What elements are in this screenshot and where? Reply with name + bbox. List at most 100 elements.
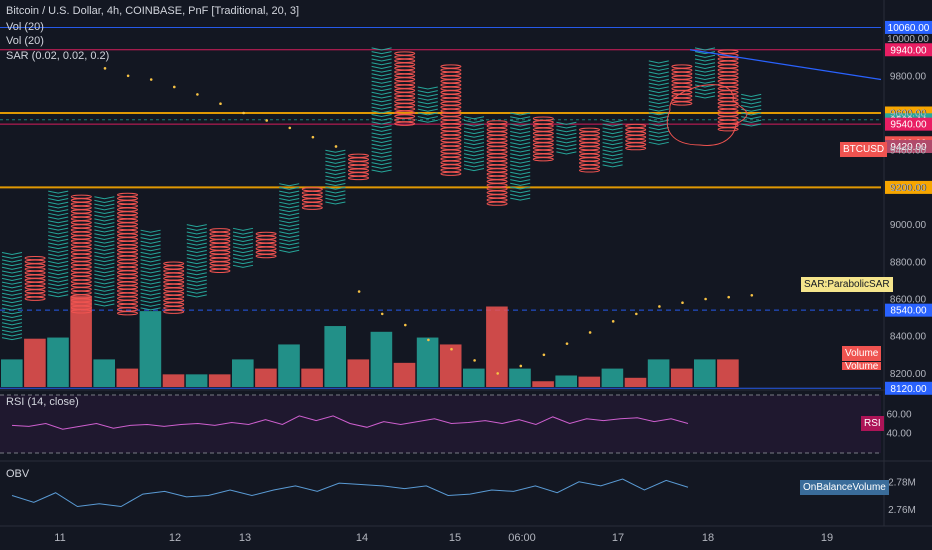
x-mark bbox=[48, 294, 69, 298]
volume-bar bbox=[70, 296, 92, 387]
x-mark bbox=[463, 164, 485, 168]
o-mark bbox=[671, 93, 693, 99]
x-column bbox=[325, 149, 346, 205]
x-mark bbox=[325, 190, 346, 194]
o-mark bbox=[486, 201, 508, 206]
x-mark bbox=[1, 300, 23, 304]
x-mark bbox=[279, 212, 300, 216]
sar-dot bbox=[196, 93, 199, 96]
o-mark bbox=[394, 66, 416, 71]
x-mark bbox=[463, 142, 485, 146]
x-mark bbox=[648, 141, 669, 145]
x-mark bbox=[648, 104, 669, 108]
x-mark bbox=[94, 229, 115, 233]
o-mark bbox=[440, 134, 462, 139]
o-column bbox=[24, 255, 46, 301]
x-mark bbox=[417, 93, 438, 97]
x-mark bbox=[186, 290, 207, 294]
x-mark bbox=[648, 78, 669, 82]
price-label-bg bbox=[885, 139, 932, 153]
price-label-bg bbox=[885, 180, 932, 194]
x-mark bbox=[140, 288, 161, 292]
x-mark bbox=[417, 108, 438, 112]
x-mark bbox=[648, 97, 669, 101]
volume-bar bbox=[624, 377, 647, 387]
x-mark bbox=[279, 190, 300, 194]
o-column bbox=[440, 64, 462, 176]
x-mark bbox=[94, 236, 115, 240]
price-tick-label: 8800.00 bbox=[890, 257, 927, 268]
x-mark bbox=[694, 80, 716, 84]
x-mark bbox=[694, 54, 716, 58]
x-mark bbox=[371, 73, 392, 77]
x-mark bbox=[186, 287, 207, 291]
x-mark bbox=[648, 101, 669, 105]
x-mark bbox=[602, 131, 623, 135]
o-mark bbox=[209, 268, 231, 273]
sar-dot bbox=[427, 338, 430, 342]
x-mark bbox=[279, 216, 300, 220]
o-mark bbox=[671, 82, 693, 88]
x-mark bbox=[371, 147, 392, 151]
x-mark bbox=[417, 97, 438, 101]
sar-dot bbox=[611, 320, 615, 323]
x-mark bbox=[417, 116, 438, 120]
sar-legend: SAR (0.02, 0.02, 0.2) bbox=[6, 50, 110, 62]
sar-dot bbox=[357, 290, 361, 293]
x-mark bbox=[94, 218, 115, 222]
x-mark bbox=[186, 227, 207, 231]
x-mark bbox=[325, 175, 346, 179]
x-mark bbox=[371, 84, 392, 88]
x-mark bbox=[741, 93, 762, 97]
x-mark bbox=[741, 119, 762, 123]
rsi-title: RSI (14, close) bbox=[6, 396, 79, 408]
x-mark bbox=[232, 246, 254, 250]
x-mark bbox=[140, 274, 161, 278]
x-mark bbox=[694, 95, 716, 99]
x-mark bbox=[48, 205, 69, 209]
sar-dot bbox=[103, 67, 107, 70]
x-mark bbox=[417, 119, 438, 123]
x-mark bbox=[648, 123, 669, 127]
x-mark bbox=[1, 337, 23, 341]
x-mark bbox=[186, 253, 207, 257]
x-mark bbox=[602, 119, 623, 123]
o-mark bbox=[117, 251, 138, 257]
x-mark bbox=[1, 259, 23, 263]
sar-dot bbox=[658, 305, 661, 308]
x-mark bbox=[140, 262, 161, 267]
o-mark bbox=[70, 309, 92, 314]
sar-dot bbox=[334, 145, 338, 148]
x-column bbox=[232, 227, 254, 268]
o-mark bbox=[486, 194, 508, 199]
x-mark bbox=[48, 249, 69, 253]
x-mark bbox=[325, 186, 346, 190]
x-mark bbox=[371, 77, 392, 81]
x-mark bbox=[94, 262, 115, 266]
x-mark bbox=[1, 296, 23, 300]
x-mark bbox=[48, 242, 69, 246]
price-label-bg bbox=[885, 20, 932, 34]
x-mark bbox=[48, 275, 69, 279]
x-mark bbox=[1, 314, 23, 318]
x-mark bbox=[510, 190, 531, 194]
price-tick-label: 8600.00 bbox=[890, 295, 927, 306]
x-mark bbox=[186, 250, 207, 254]
price-tick-label: 8400.00 bbox=[890, 332, 927, 343]
x-mark bbox=[510, 134, 531, 138]
x-mark bbox=[463, 149, 485, 153]
x-mark bbox=[186, 275, 207, 279]
x-mark bbox=[648, 90, 669, 94]
x-mark bbox=[94, 244, 115, 248]
x-mark bbox=[371, 158, 392, 162]
x-column bbox=[186, 224, 207, 298]
x-column bbox=[48, 190, 69, 298]
x-mark bbox=[1, 274, 23, 278]
x-mark bbox=[463, 134, 485, 138]
x-mark bbox=[463, 160, 485, 164]
x-mark bbox=[371, 151, 392, 155]
volume-bar bbox=[532, 381, 554, 387]
x-mark bbox=[140, 277, 161, 281]
x-mark bbox=[232, 227, 254, 231]
